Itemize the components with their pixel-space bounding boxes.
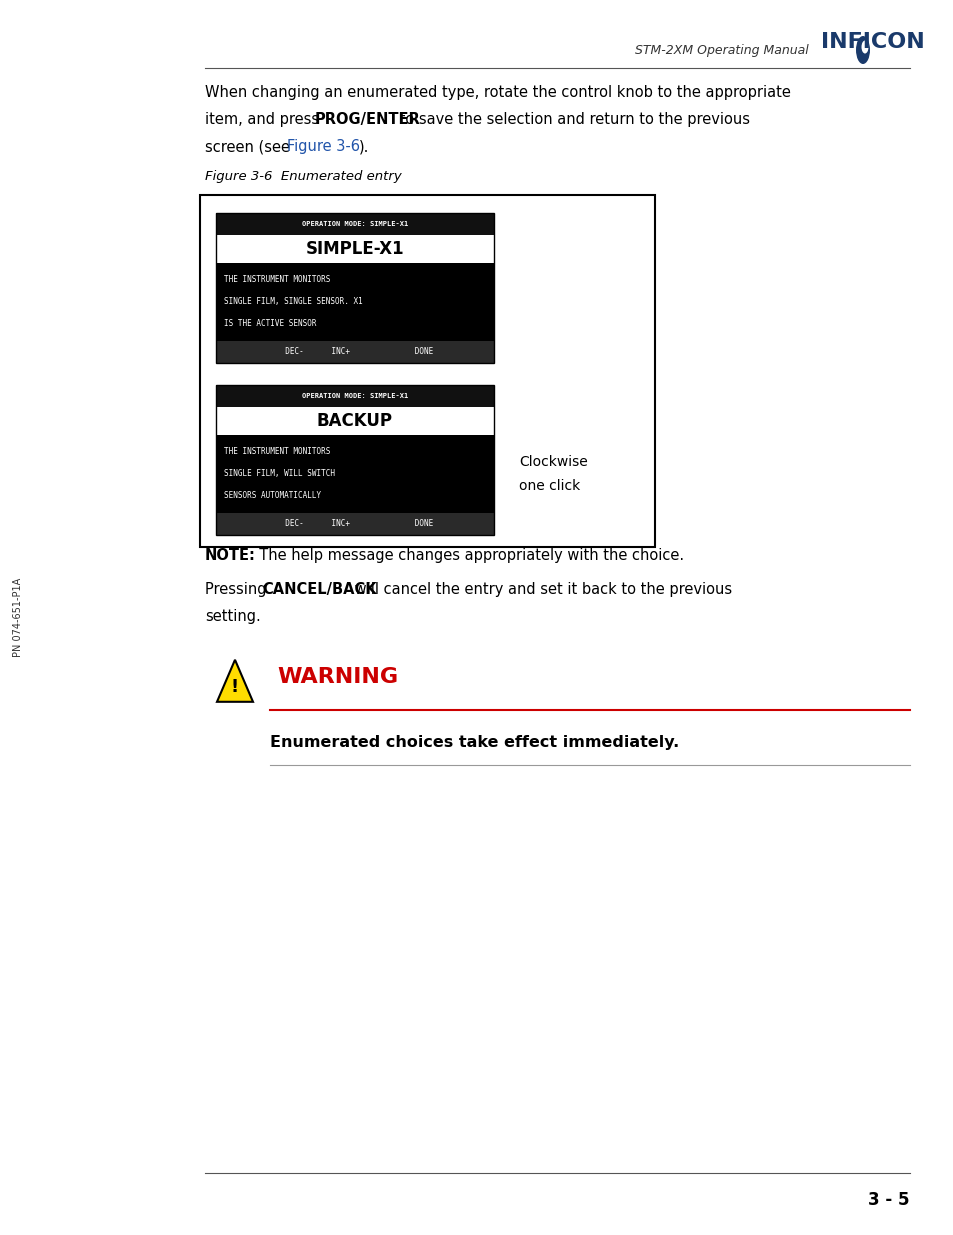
FancyBboxPatch shape — [215, 341, 494, 363]
FancyBboxPatch shape — [215, 385, 494, 408]
Text: !: ! — [231, 678, 239, 697]
Text: screen (see: screen (see — [205, 140, 294, 154]
Text: DEC-      INC+              DONE: DEC- INC+ DONE — [276, 520, 434, 529]
Text: ).: ). — [358, 140, 369, 154]
Text: SENSORS AUTOMATICALLY: SENSORS AUTOMATICALLY — [224, 492, 321, 500]
Text: INFICON: INFICON — [821, 32, 924, 52]
Text: Figure 3-6  Enumerated entry: Figure 3-6 Enumerated entry — [205, 170, 401, 183]
Text: SINGLE FILM, SINGLE SENSOR. X1: SINGLE FILM, SINGLE SENSOR. X1 — [224, 296, 362, 306]
Text: CANCEL/BACK: CANCEL/BACK — [262, 582, 376, 597]
FancyBboxPatch shape — [215, 435, 494, 513]
Text: The help message changes appropriately with the choice.: The help message changes appropriately w… — [250, 548, 683, 563]
FancyBboxPatch shape — [215, 513, 494, 535]
Text: Figure 3-6: Figure 3-6 — [287, 140, 359, 154]
FancyBboxPatch shape — [200, 195, 655, 547]
Text: to save the selection and return to the previous: to save the selection and return to the … — [395, 112, 749, 127]
Text: When changing an enumerated type, rotate the control knob to the appropriate: When changing an enumerated type, rotate… — [205, 85, 790, 100]
Text: OPERATION MODE: SIMPLE-X1: OPERATION MODE: SIMPLE-X1 — [301, 393, 408, 399]
FancyBboxPatch shape — [215, 408, 494, 435]
Text: DEC-      INC+              DONE: DEC- INC+ DONE — [276, 347, 434, 357]
Text: SINGLE FILM, WILL SWITCH: SINGLE FILM, WILL SWITCH — [224, 469, 335, 478]
Polygon shape — [216, 659, 253, 701]
Text: BACKUP: BACKUP — [316, 412, 393, 430]
Text: THE INSTRUMENT MONITORS: THE INSTRUMENT MONITORS — [224, 447, 330, 456]
FancyBboxPatch shape — [215, 235, 494, 263]
Ellipse shape — [861, 41, 867, 53]
Text: IS THE ACTIVE SENSOR: IS THE ACTIVE SENSOR — [224, 319, 316, 329]
Text: 3 - 5: 3 - 5 — [867, 1191, 909, 1209]
Text: STM-2XM Operating Manual: STM-2XM Operating Manual — [635, 44, 808, 57]
Text: OPERATION MODE: SIMPLE-X1: OPERATION MODE: SIMPLE-X1 — [301, 221, 408, 227]
Text: will cancel the entry and set it back to the previous: will cancel the entry and set it back to… — [350, 582, 731, 597]
Text: setting.: setting. — [205, 609, 260, 624]
FancyBboxPatch shape — [215, 212, 494, 235]
Text: PN 074-651-P1A: PN 074-651-P1A — [13, 578, 23, 657]
Text: Pressing: Pressing — [205, 582, 271, 597]
Text: NOTE:: NOTE: — [205, 548, 255, 563]
Ellipse shape — [855, 36, 869, 64]
Text: Enumerated choices take effect immediately.: Enumerated choices take effect immediate… — [270, 735, 679, 750]
Text: PROG/ENTER: PROG/ENTER — [314, 112, 420, 127]
Text: Clockwise: Clockwise — [518, 454, 587, 469]
Text: WARNING: WARNING — [276, 667, 397, 687]
Text: one click: one click — [518, 479, 579, 493]
FancyBboxPatch shape — [215, 263, 494, 341]
Text: SIMPLE-X1: SIMPLE-X1 — [305, 240, 404, 258]
Text: item, and press: item, and press — [205, 112, 323, 127]
Text: THE INSTRUMENT MONITORS: THE INSTRUMENT MONITORS — [224, 275, 330, 284]
